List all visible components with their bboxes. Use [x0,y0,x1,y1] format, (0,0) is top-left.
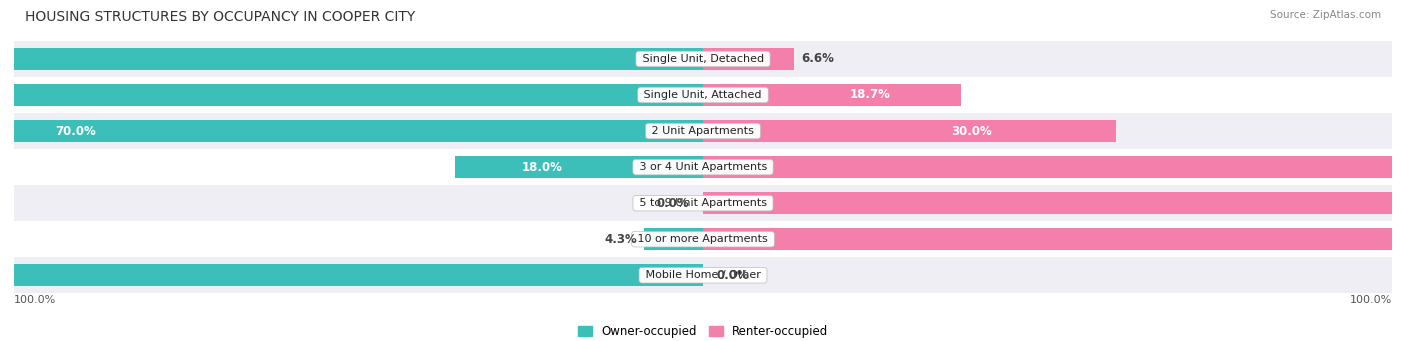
Bar [0,48,703,70]
Text: 10 or more Apartments: 10 or more Apartments [634,234,772,244]
Text: 18.7%: 18.7% [851,89,891,102]
Bar [703,192,1406,214]
Bar [0,120,703,142]
Text: 3 or 4 Unit Apartments: 3 or 4 Unit Apartments [636,162,770,172]
Text: Mobile Home / Other: Mobile Home / Other [641,270,765,280]
Bar [644,228,703,250]
Bar [14,41,1392,77]
Text: Source: ZipAtlas.com: Source: ZipAtlas.com [1270,10,1381,20]
Text: 0.0%: 0.0% [717,269,749,282]
Text: 6.6%: 6.6% [801,53,834,65]
Text: 18.0%: 18.0% [522,161,562,174]
Bar [0,84,703,106]
Bar [14,185,1392,221]
Bar [14,77,1392,113]
Bar [703,48,794,70]
Text: 30.0%: 30.0% [952,124,993,137]
Text: 100.0%: 100.0% [14,295,56,305]
Bar [14,149,1392,185]
Bar [14,113,1392,149]
Text: 100.0%: 100.0% [1350,295,1392,305]
Bar [456,156,703,178]
Bar [703,120,1116,142]
Text: Single Unit, Attached: Single Unit, Attached [641,90,765,100]
Bar [703,156,1406,178]
Text: HOUSING STRUCTURES BY OCCUPANCY IN COOPER CITY: HOUSING STRUCTURES BY OCCUPANCY IN COOPE… [25,10,416,24]
Bar [703,84,960,106]
Text: Single Unit, Detached: Single Unit, Detached [638,54,768,64]
Text: 70.0%: 70.0% [56,124,97,137]
Bar [14,257,1392,293]
Text: 2 Unit Apartments: 2 Unit Apartments [648,126,758,136]
Bar [703,228,1406,250]
Text: 5 to 9 Unit Apartments: 5 to 9 Unit Apartments [636,198,770,208]
Text: 0.0%: 0.0% [657,197,689,210]
Bar [14,221,1392,257]
Bar [0,264,703,286]
Text: 4.3%: 4.3% [605,233,637,246]
Legend: Owner-occupied, Renter-occupied: Owner-occupied, Renter-occupied [572,321,834,341]
